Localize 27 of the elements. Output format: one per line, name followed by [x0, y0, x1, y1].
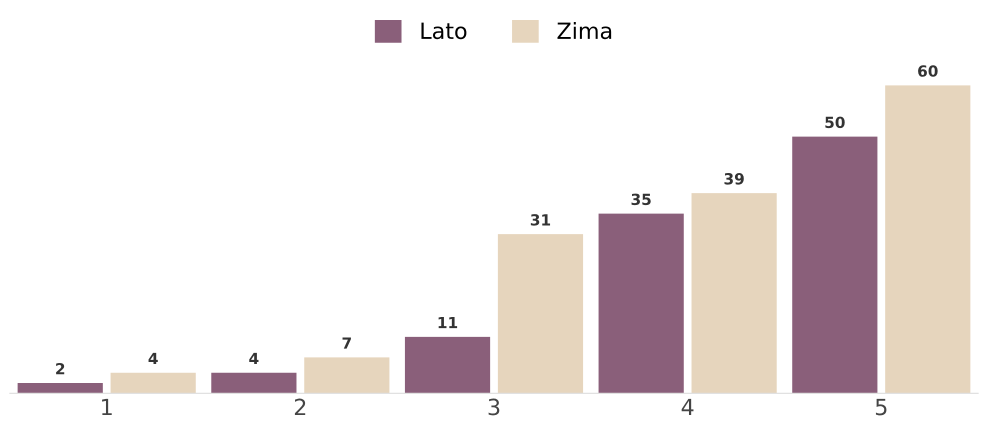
bar	[885, 85, 970, 394]
x-tick-label: 1	[102, 398, 112, 416]
data-label: 11	[438, 316, 458, 328]
data-label: 50	[825, 116, 845, 128]
data-label: 4	[148, 352, 158, 364]
x-tick-label: 2	[294, 398, 306, 416]
data-label: 35	[632, 194, 651, 206]
bar	[110, 372, 196, 394]
data-label: 60	[918, 65, 938, 77]
x-tick-label: 3	[488, 398, 500, 416]
bar	[211, 372, 296, 394]
bar	[498, 234, 584, 394]
data-label: 7	[342, 338, 351, 349]
bar	[304, 357, 390, 394]
bar	[692, 193, 777, 394]
legend-label: Zima	[557, 22, 612, 40]
bar	[404, 336, 490, 394]
data-label: 2	[56, 362, 64, 374]
data-label: 39	[724, 173, 744, 185]
bar	[598, 214, 684, 394]
legend-label: Lato	[421, 22, 466, 40]
x-tick-label: 5	[876, 398, 886, 416]
data-label: 4	[249, 352, 258, 364]
x-tick-label: 4	[682, 398, 694, 416]
bar	[18, 383, 103, 394]
data-label: 31	[530, 214, 550, 226]
bar	[792, 136, 878, 394]
